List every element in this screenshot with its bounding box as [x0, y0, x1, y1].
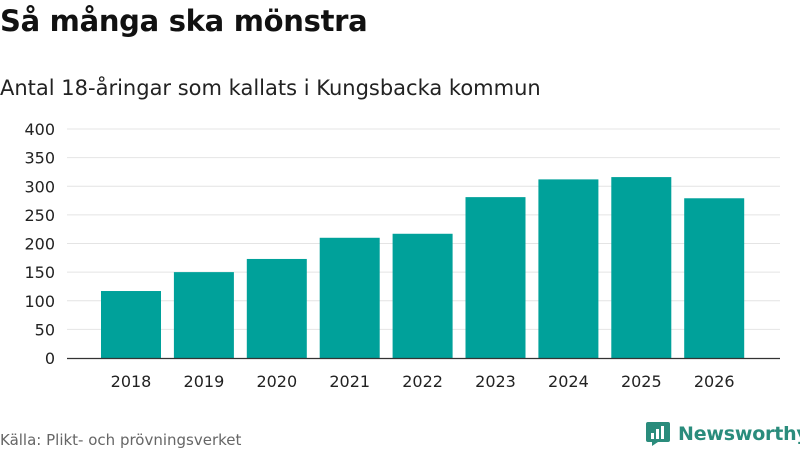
brand-name: Newsworthy — [678, 423, 800, 445]
bar-2024 — [538, 179, 599, 358]
bar-2023 — [465, 197, 526, 358]
bar-2022 — [392, 233, 453, 358]
x-tick-label: 2021 — [329, 372, 370, 391]
y-tick-label: 200 — [24, 235, 55, 254]
x-tick-label: 2019 — [184, 372, 225, 391]
chart-title: Så många ska mönstra — [0, 4, 368, 38]
x-tick-label: 2024 — [548, 372, 589, 391]
bar-2019 — [173, 272, 234, 358]
y-axis-ticks: 0 50 100 150 200 250 300 350 400 — [24, 120, 55, 368]
x-tick-label: 2018 — [111, 372, 152, 391]
x-tick-label: 2020 — [256, 372, 297, 391]
bar-2018 — [101, 291, 161, 358]
y-tick-label: 0 — [45, 349, 55, 368]
chart-subtitle: Antal 18-åringar som kallats i Kungsback… — [0, 76, 541, 100]
y-tick-label: 150 — [24, 263, 55, 282]
y-tick-label: 400 — [24, 120, 55, 139]
x-tick-label: 2026 — [694, 372, 735, 391]
x-tick-label: 2025 — [621, 372, 662, 391]
bar-2020 — [246, 258, 307, 358]
bar-2021 — [319, 237, 380, 358]
x-tick-label: 2022 — [402, 372, 443, 391]
y-tick-label: 300 — [24, 177, 55, 196]
y-tick-label: 50 — [35, 320, 55, 339]
bars — [101, 177, 745, 358]
x-tick-label: 2023 — [475, 372, 516, 391]
y-tick-label: 100 — [24, 292, 55, 311]
brand-logo: Newsworthy — [645, 420, 800, 448]
x-axis-ticks: 2018 2019 2020 2021 2022 2023 2024 2025 2026 — [111, 372, 735, 391]
bar-2025 — [611, 177, 672, 358]
source-note: Källa: Plikt- och prövningsverket — [0, 431, 242, 449]
newsworthy-logo-icon — [646, 422, 670, 446]
bar-2026 — [684, 198, 745, 358]
y-tick-label: 350 — [24, 149, 55, 168]
y-tick-label: 250 — [24, 206, 55, 225]
